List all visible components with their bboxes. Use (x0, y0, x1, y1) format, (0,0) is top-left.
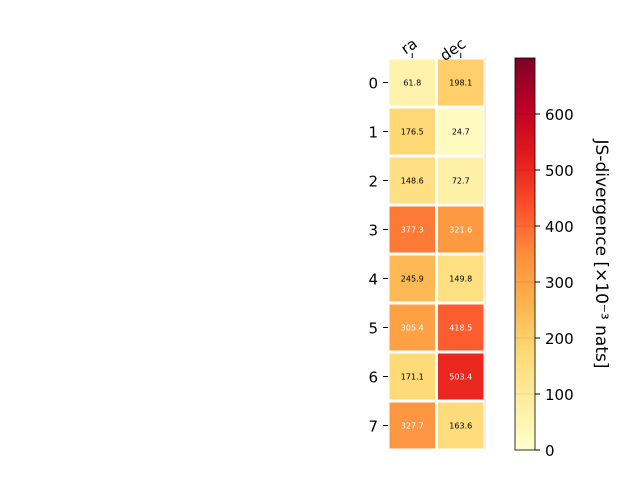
heatmap-cell (438, 157, 484, 204)
cell-value-label: 305.4 (401, 324, 424, 333)
cell-value-label: 418.5 (449, 324, 472, 333)
heatmap-cell (389, 255, 435, 302)
cell-value-label: 503.4 (449, 373, 472, 382)
heatmap-cell (389, 304, 435, 351)
column-tick-label: ra (398, 35, 421, 59)
heatmap-cell (438, 59, 484, 106)
cell-value-labels: 61.8 198.1 176.5 24.7 148.6 72.7 377.3 321.6 245… (401, 79, 472, 431)
cell-value-label: 171.1 (401, 373, 424, 382)
row-tick-label: 3 (368, 222, 378, 240)
row-tick-label: 1 (368, 124, 378, 142)
heatmap-cell (438, 108, 484, 155)
heatmap-cell (389, 353, 435, 400)
cell-value-label: 327.7 (401, 422, 424, 431)
row-axis: 0 1 2 3 4 5 6 7 (368, 75, 388, 436)
colorbar-tick-label: 0 (545, 442, 555, 460)
row-tick-label: 4 (368, 271, 378, 289)
row-tick-label: 7 (368, 418, 378, 436)
colorbar-gradient (515, 58, 535, 450)
cell-value-label: 245.9 (401, 275, 424, 284)
cell-value-label: 198.1 (449, 79, 472, 88)
heatmap-cell (438, 206, 484, 253)
heatmap-cell (438, 353, 484, 400)
colorbar-tick-label: 200 (545, 330, 574, 348)
colorbar-tick-label: 100 (545, 386, 574, 404)
heatmap-cell (389, 206, 435, 253)
cell-value-label: 61.8 (403, 79, 421, 88)
cell-value-label: 163.6 (449, 422, 472, 431)
row-tick-label: 2 (368, 173, 378, 191)
cell-value-label: 24.7 (452, 128, 470, 137)
heatmap-cell (438, 255, 484, 302)
cell-value-label: 176.5 (401, 128, 424, 137)
heatmap-cell (389, 59, 435, 106)
heatmap-cells (389, 58, 486, 450)
colorbar: 0 100 200 300 400 500 600 (514, 57, 574, 460)
colorbar-tick-label: 600 (545, 106, 574, 124)
row-tick-label: 5 (368, 320, 378, 338)
cell-value-label: 377.3 (401, 226, 424, 235)
row-tick-label: 0 (368, 75, 378, 93)
heatmap-cell (438, 402, 484, 449)
colorbar-tick-label: 500 (545, 162, 574, 180)
heatmap-cell (389, 402, 435, 449)
cell-value-label: 321.6 (449, 226, 472, 235)
colorbar-tick-label: 400 (545, 218, 574, 236)
heatmap-cell (389, 108, 435, 155)
heatmap-cell (389, 157, 435, 204)
row-tick-label: 6 (368, 369, 378, 387)
colorbar-tick-label: 300 (545, 274, 574, 292)
cell-value-label: 148.6 (401, 177, 424, 186)
cell-value-label: 149.8 (449, 275, 472, 284)
colorbar-title: JS-divergence [×10⁻³ nats] (591, 139, 611, 369)
colorbar-outline (514, 57, 536, 451)
heatmap-cell (438, 304, 484, 351)
cell-value-label: 72.7 (452, 177, 470, 186)
